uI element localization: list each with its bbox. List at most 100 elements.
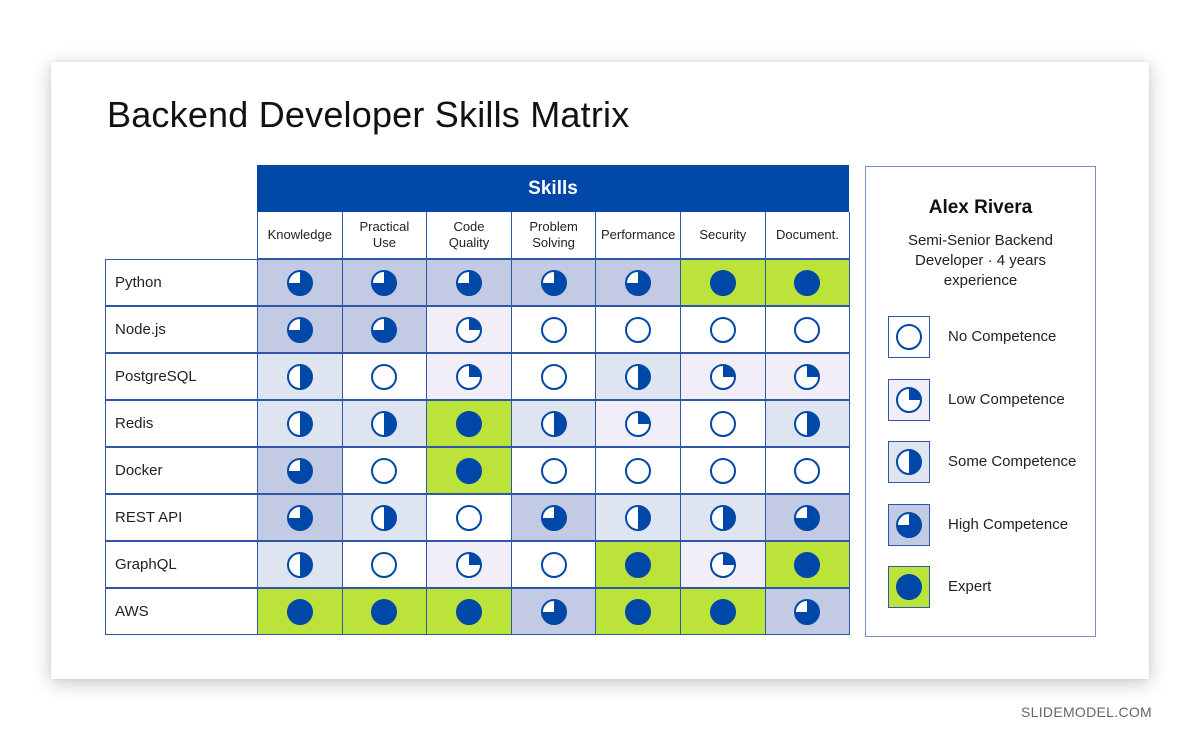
matrix-cell: [257, 400, 343, 447]
empty-circle-icon: [708, 409, 738, 439]
three-quarter-circle-icon: [285, 503, 315, 533]
matrix-cell: [426, 494, 512, 541]
matrix-cell: [764, 588, 851, 635]
three-quarter-circle-icon: [285, 456, 315, 486]
matrix-cell: [764, 494, 851, 541]
legend-label: Some Competence: [948, 453, 1077, 470]
empty-circle-icon: [369, 456, 399, 486]
three-quarter-circle-icon: [792, 597, 822, 627]
empty-circle-icon: [792, 315, 822, 345]
legend-item: Some Competence: [888, 441, 1088, 485]
three-quarter-circle-icon: [888, 503, 930, 546]
half-circle-icon: [285, 362, 315, 392]
full-circle-icon: [792, 550, 822, 580]
three-quarter-circle-icon: [369, 315, 399, 345]
empty-circle-icon: [369, 550, 399, 580]
row-header: Docker: [105, 447, 258, 494]
three-quarter-circle-icon: [285, 268, 315, 298]
row-header: GraphQL: [105, 541, 258, 588]
matrix-cell: [595, 400, 681, 447]
quarter-circle-icon: [454, 362, 484, 392]
column-header: Knowledge: [257, 212, 343, 259]
matrix-cell: [510, 588, 597, 635]
legend-label: High Competence: [948, 515, 1069, 533]
matrix-cell: [341, 306, 428, 353]
half-circle-icon: [708, 503, 738, 533]
matrix-cell: [595, 306, 681, 353]
matrix-cell: [595, 447, 681, 494]
matrix-cell: [257, 259, 343, 306]
empty-circle-icon: [623, 315, 653, 345]
half-circle-icon: [285, 550, 315, 580]
three-quarter-circle-icon: [539, 597, 569, 627]
legend-label: No Competence: [948, 328, 1057, 345]
page-title: Backend Developer Skills Matrix: [107, 94, 630, 135]
empty-circle-icon: [708, 456, 738, 486]
slide: Backend Developer Skills Matrix Skills K…: [51, 62, 1149, 679]
matrix-cell: [426, 306, 512, 353]
three-quarter-circle-icon: [623, 268, 653, 298]
profile-panel: Alex Rivera Semi-Senior Backend Develope…: [865, 166, 1096, 637]
column-header: Practical Use: [341, 212, 428, 259]
matrix-cell: [764, 353, 851, 400]
legend-item: Expert: [888, 566, 1088, 610]
legend-item: High Competence: [888, 503, 1088, 548]
three-quarter-circle-icon: [454, 268, 484, 298]
column-header: Code Quality: [426, 212, 512, 259]
empty-circle-icon: [708, 315, 738, 345]
half-circle-icon: [888, 441, 930, 483]
empty-circle-icon: [539, 362, 569, 392]
matrix-cell: [510, 400, 597, 447]
quarter-circle-icon: [708, 550, 738, 580]
profile-name: Alex Rivera: [928, 197, 1033, 218]
skills-header: Skills: [257, 165, 849, 212]
matrix-cell: [257, 541, 343, 588]
matrix-cell: [510, 353, 597, 400]
matrix-cell: [764, 259, 851, 306]
matrix-cell: [680, 588, 766, 635]
empty-circle-icon: [792, 456, 822, 486]
full-circle-icon: [369, 597, 399, 627]
matrix-cell: [680, 447, 766, 494]
three-quarter-circle-icon: [369, 268, 399, 298]
matrix-cell: [341, 353, 428, 400]
matrix-cell: [257, 306, 343, 353]
matrix-cell: [595, 259, 681, 306]
row-header: REST API: [105, 494, 258, 541]
matrix-cell: [341, 447, 428, 494]
legend-item: No Competence: [888, 316, 1088, 360]
matrix-cell: [764, 306, 851, 353]
quarter-circle-icon: [454, 550, 484, 580]
half-circle-icon: [623, 362, 653, 392]
full-circle-icon: [285, 597, 315, 627]
three-quarter-circle-icon: [539, 268, 569, 298]
half-circle-icon: [285, 409, 315, 439]
three-quarter-circle-icon: [539, 503, 569, 533]
full-circle-icon: [623, 597, 653, 627]
matrix-cell: [680, 541, 766, 588]
row-header: AWS: [105, 588, 258, 635]
matrix-cell: [510, 541, 597, 588]
full-circle-icon: [623, 550, 653, 580]
empty-circle-icon: [454, 503, 484, 533]
row-header: Redis: [105, 400, 258, 447]
column-header: Problem Solving: [510, 212, 597, 259]
half-circle-icon: [369, 409, 399, 439]
matrix-cell: [257, 353, 343, 400]
half-circle-icon: [792, 409, 822, 439]
quarter-circle-icon: [708, 362, 738, 392]
matrix-cell: [341, 259, 428, 306]
full-circle-icon: [454, 456, 484, 486]
matrix-cell: [595, 353, 681, 400]
quarter-circle-icon: [888, 378, 930, 421]
matrix-cell: [680, 353, 766, 400]
watermark: SLIDEMODEL.COM: [1021, 704, 1152, 720]
matrix-cell: [510, 447, 597, 494]
quarter-circle-icon: [454, 315, 484, 345]
empty-circle-icon: [623, 456, 653, 486]
matrix-cell: [426, 447, 512, 494]
matrix-cell: [680, 494, 766, 541]
matrix-cell: [257, 588, 343, 635]
skills-matrix: Skills Knowledge Practical Use Code Quality P…: [105, 165, 851, 638]
row-header: PostgreSQL: [105, 353, 258, 400]
